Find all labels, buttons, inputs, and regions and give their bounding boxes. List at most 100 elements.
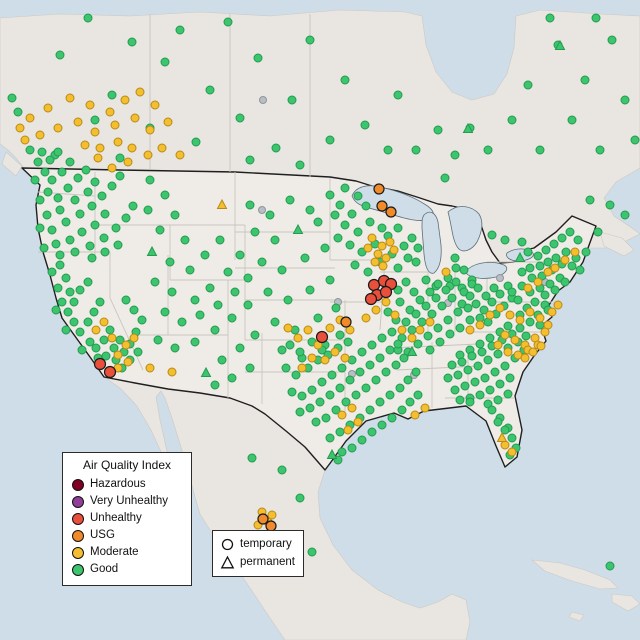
monitor-good[interactable]	[297, 391, 307, 401]
monitor-good[interactable]	[393, 285, 403, 295]
monitor-moderate[interactable]	[528, 347, 538, 357]
monitor-good[interactable]	[357, 347, 367, 357]
monitor-good[interactable]	[545, 13, 555, 23]
monitor-good[interactable]	[397, 405, 407, 415]
monitor-good[interactable]	[515, 323, 525, 333]
monitor-good_permanent[interactable]	[200, 366, 212, 377]
monitor-good[interactable]	[465, 291, 475, 301]
monitor-moderate[interactable]	[540, 327, 550, 337]
monitor-good[interactable]	[160, 307, 170, 317]
monitor-moderate[interactable]	[99, 317, 109, 327]
monitor-good[interactable]	[500, 235, 510, 245]
monitor-good[interactable]	[287, 387, 297, 397]
monitor-moderate[interactable]	[553, 300, 563, 310]
monitor-good[interactable]	[473, 361, 483, 371]
monitor-good[interactable]	[85, 337, 95, 347]
monitor-moderate[interactable]	[90, 127, 100, 137]
monitor-good[interactable]	[160, 57, 170, 67]
monitor-usg[interactable]	[340, 316, 352, 328]
monitor-good[interactable]	[295, 347, 305, 357]
monitor-good[interactable]	[477, 347, 487, 357]
monitor-good[interactable]	[153, 335, 163, 345]
monitor-good[interactable]	[333, 233, 343, 243]
monitor-good[interactable]	[245, 155, 255, 165]
monitor-good[interactable]	[321, 413, 331, 423]
monitor-good[interactable]	[409, 287, 419, 297]
monitor-good[interactable]	[271, 143, 281, 153]
monitor-moderate[interactable]	[515, 315, 525, 325]
monitor-usg[interactable]	[376, 200, 388, 212]
monitor-good[interactable]	[450, 150, 460, 160]
monitor-good[interactable]	[115, 153, 125, 163]
monitor-good[interactable]	[35, 195, 45, 205]
monitor-good[interactable]	[167, 287, 177, 297]
monitor-good[interactable]	[341, 397, 351, 407]
monitor-good_permanent[interactable]	[514, 251, 526, 262]
monitor-good[interactable]	[99, 233, 109, 243]
monitor-good[interactable]	[403, 253, 413, 263]
monitor-good[interactable]	[247, 453, 257, 463]
monitor-moderate[interactable]	[520, 353, 530, 363]
monitor-good[interactable]	[450, 385, 460, 395]
monitor-moderate[interactable]	[297, 363, 307, 373]
monitor-good[interactable]	[387, 413, 397, 423]
monitor-moderate[interactable]	[105, 107, 115, 117]
monitor-moderate[interactable]	[107, 333, 117, 343]
monitor-good[interactable]	[327, 370, 337, 380]
monitor-good[interactable]	[481, 291, 491, 301]
monitor-good[interactable]	[291, 370, 301, 380]
monitor-good[interactable]	[311, 417, 321, 427]
monitor-good[interactable]	[235, 113, 245, 123]
monitor-good[interactable]	[160, 190, 170, 200]
monitor-good[interactable]	[630, 135, 640, 145]
monitor-good[interactable]	[115, 171, 125, 181]
monitor-good[interactable]	[155, 225, 165, 235]
monitor-moderate[interactable]	[397, 325, 407, 335]
monitor-moderate[interactable]	[325, 323, 335, 333]
monitor-moderate[interactable]	[150, 100, 160, 110]
monitor-good[interactable]	[503, 389, 513, 399]
monitor-good[interactable]	[285, 195, 295, 205]
monitor-good[interactable]	[393, 263, 403, 273]
monitor-good[interactable]	[83, 317, 93, 327]
monitor-good[interactable]	[257, 257, 267, 267]
monitor-good[interactable]	[340, 75, 350, 85]
monitor-good[interactable]	[433, 323, 443, 333]
monitor-good[interactable]	[305, 35, 315, 45]
monitor-good[interactable]	[567, 261, 577, 271]
monitor-moderate[interactable]	[373, 249, 383, 259]
monitor-nodata[interactable]	[259, 96, 267, 104]
monitor-moderate[interactable]	[343, 425, 353, 435]
monitor-good[interactable]	[210, 380, 220, 390]
monitor-good[interactable]	[465, 397, 475, 407]
monitor-good[interactable]	[109, 343, 119, 353]
monitor-good[interactable]	[137, 315, 147, 325]
monitor-good[interactable]	[295, 493, 305, 503]
monitor-moderate[interactable]	[505, 310, 515, 320]
monitor-good[interactable]	[37, 147, 47, 157]
monitor-good[interactable]	[165, 257, 175, 267]
monitor-moderate[interactable]	[500, 440, 510, 450]
monitor-good[interactable]	[489, 283, 499, 293]
monitor-good[interactable]	[485, 385, 495, 395]
monitor-good[interactable]	[351, 390, 361, 400]
monitor-good[interactable]	[463, 365, 473, 375]
monitor-good[interactable]	[145, 175, 155, 185]
monitor-good[interactable]	[83, 277, 93, 287]
monitor-moderate[interactable]	[425, 317, 435, 327]
monitor-good[interactable]	[393, 339, 403, 349]
monitor-good[interactable]	[411, 257, 421, 267]
monitor-good[interactable]	[45, 155, 55, 165]
monitor-good[interactable]	[385, 345, 395, 355]
monitor-good[interactable]	[521, 331, 531, 341]
monitor-good[interactable]	[543, 257, 553, 267]
monitor-good_permanent[interactable]	[462, 122, 474, 133]
monitor-moderate[interactable]	[377, 241, 387, 251]
monitor-moderate[interactable]	[127, 143, 137, 153]
monitor-good[interactable]	[250, 227, 260, 237]
monitor-good[interactable]	[503, 321, 513, 331]
monitor-good[interactable]	[455, 395, 465, 405]
monitor-good[interactable]	[277, 265, 287, 275]
monitor-good[interactable]	[560, 277, 570, 287]
monitor-good[interactable]	[360, 120, 370, 130]
